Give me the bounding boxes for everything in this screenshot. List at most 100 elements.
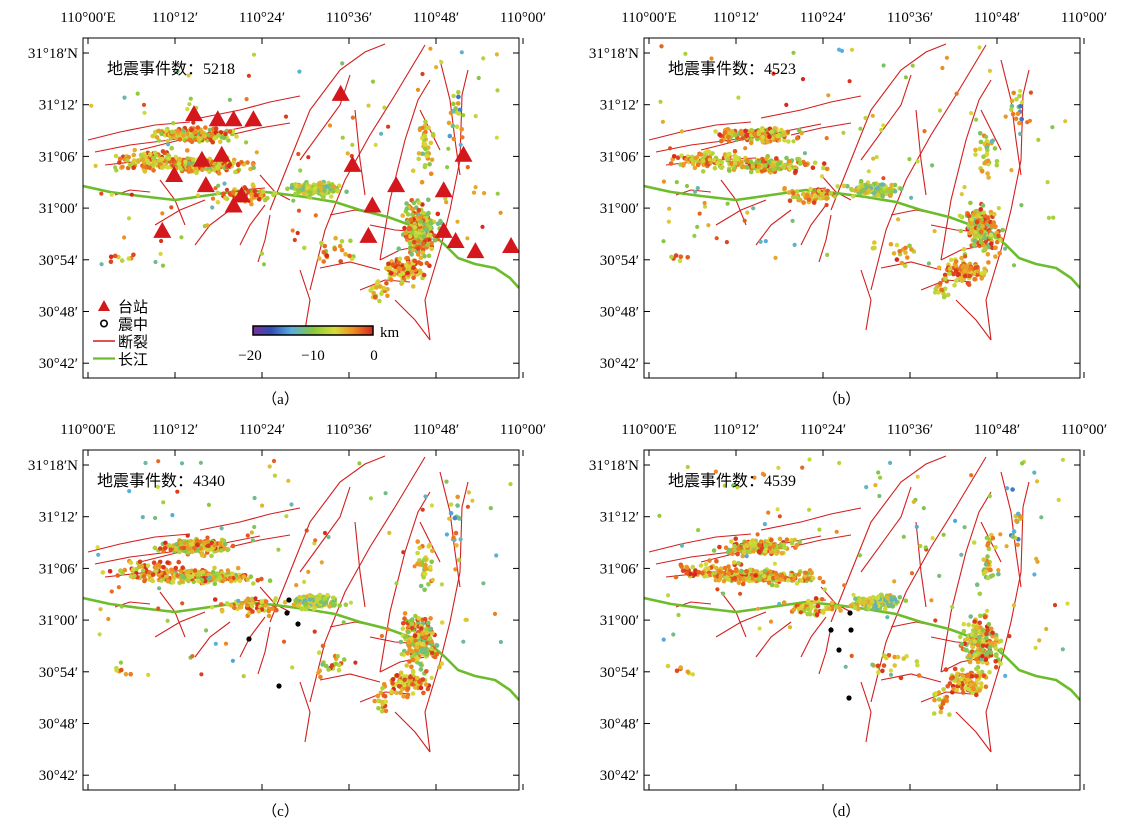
- earthquake-event: [749, 576, 755, 581]
- earthquake-event: [757, 543, 762, 548]
- earthquake-event: [702, 153, 708, 158]
- earthquake-event: [961, 247, 967, 252]
- earthquake-event: [142, 578, 147, 584]
- earthquake-event: [183, 159, 188, 165]
- fault-line: [818, 626, 832, 675]
- earthquake-event: [187, 102, 192, 107]
- earthquake-event: [826, 606, 832, 611]
- earthquake-event: [422, 571, 428, 577]
- earthquake-event: [969, 674, 975, 679]
- earthquake-event: [397, 256, 403, 262]
- epicenter-marker: [846, 695, 852, 701]
- earthquake-event: [1060, 457, 1065, 462]
- earthquake-event: [878, 475, 883, 480]
- earthquake-event: [239, 159, 244, 165]
- earthquake-event: [809, 601, 814, 607]
- earthquake-event: [972, 639, 977, 644]
- earthquake-event: [754, 160, 759, 165]
- fault-line: [940, 491, 992, 673]
- earthquake-event: [679, 153, 684, 158]
- earthquake-event: [410, 207, 416, 212]
- earthquake-event: [933, 286, 939, 292]
- earthquake-event: [207, 127, 213, 133]
- earthquake-event: [402, 611, 408, 616]
- earthquake-event: [405, 270, 411, 276]
- earthquake-event: [415, 246, 421, 251]
- earthquake-event: [1056, 497, 1061, 502]
- earthquake-event: [892, 182, 898, 188]
- earthquake-event: [799, 578, 804, 583]
- earthquake-event: [148, 152, 153, 157]
- earthquake-event: [131, 252, 136, 258]
- earthquake-event: [985, 158, 991, 164]
- earthquake-event: [296, 208, 302, 213]
- earthquake-event: [677, 258, 683, 264]
- earthquake-event: [404, 206, 410, 211]
- earthquake-event: [980, 224, 985, 229]
- station-triangle: [434, 221, 453, 238]
- earthquake-event: [879, 127, 884, 133]
- earthquake-event: [298, 168, 303, 173]
- earthquake-event: [957, 634, 963, 640]
- earthquake-event: [706, 223, 711, 228]
- earthquake-event: [456, 557, 462, 563]
- earthquake-event: [884, 655, 889, 661]
- fault-line: [257, 214, 271, 263]
- earthquake-event: [683, 51, 688, 56]
- earthquake-event: [805, 611, 810, 617]
- earthquake-event: [405, 212, 411, 217]
- earthquake-event: [175, 128, 180, 134]
- earthquake-event: [974, 656, 979, 662]
- earthquake-event: [155, 484, 160, 489]
- earthquake-event: [254, 150, 259, 155]
- earthquake-event: [459, 50, 464, 55]
- earthquake-event: [297, 69, 302, 74]
- earthquake-event: [415, 539, 421, 544]
- earthquake-event: [109, 589, 114, 594]
- earthquake-event: [769, 129, 775, 134]
- earthquake-event: [954, 91, 959, 96]
- earthquake-event: [179, 235, 184, 240]
- earthquake-event: [725, 156, 731, 162]
- fault-line: [87, 533, 191, 553]
- earthquake-event: [941, 532, 946, 537]
- earthquake-event: [1003, 246, 1008, 251]
- earthquake-event: [968, 200, 973, 206]
- earthquake-event: [199, 553, 205, 558]
- earthquake-event: [117, 160, 122, 165]
- earthquake-event: [260, 189, 266, 194]
- earthquake-event: [665, 663, 671, 669]
- earthquake-event: [281, 639, 287, 644]
- earthquake-event: [219, 602, 224, 607]
- earthquake-event: [740, 553, 746, 559]
- earthquake-event: [453, 530, 459, 536]
- earthquake-event: [333, 235, 338, 241]
- earthquake-event: [679, 129, 684, 134]
- earthquake-event: [1005, 486, 1010, 491]
- earthquake-event: [796, 572, 802, 577]
- legend-label: 台站: [118, 298, 148, 316]
- earthquake-event: [494, 52, 499, 57]
- earthquake-event: [751, 206, 756, 211]
- earthquake-event: [1027, 118, 1032, 123]
- earthquake-event: [227, 129, 233, 134]
- earthquake-event: [401, 266, 406, 272]
- earthquake-event: [250, 182, 256, 187]
- earthquake-event: [420, 507, 425, 512]
- legend-label: 长江: [118, 351, 148, 369]
- earthquake-event: [717, 544, 722, 550]
- earthquake-event: [755, 168, 760, 174]
- earthquake-event: [176, 161, 182, 166]
- earthquake-event: [704, 161, 709, 167]
- earthquake-event: [113, 153, 119, 159]
- epicenter-marker: [246, 636, 252, 642]
- earthquake-event: [146, 672, 151, 677]
- earthquake-event: [189, 127, 194, 133]
- earthquake-event: [437, 664, 442, 670]
- earthquake-event: [411, 200, 417, 206]
- earthquake-event: [873, 603, 879, 609]
- earthquake-event: [473, 114, 478, 119]
- earthquake-event: [752, 131, 757, 137]
- earthquake-event: [866, 603, 872, 608]
- earthquake-event: [948, 676, 954, 681]
